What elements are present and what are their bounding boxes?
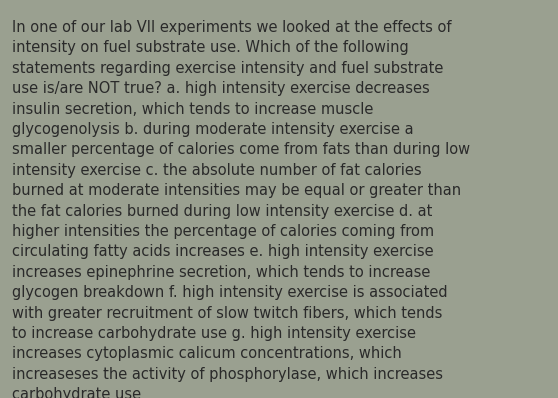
Text: In one of our lab VII experiments we looked at the effects of
intensity on fuel : In one of our lab VII experiments we loo… xyxy=(12,20,470,398)
